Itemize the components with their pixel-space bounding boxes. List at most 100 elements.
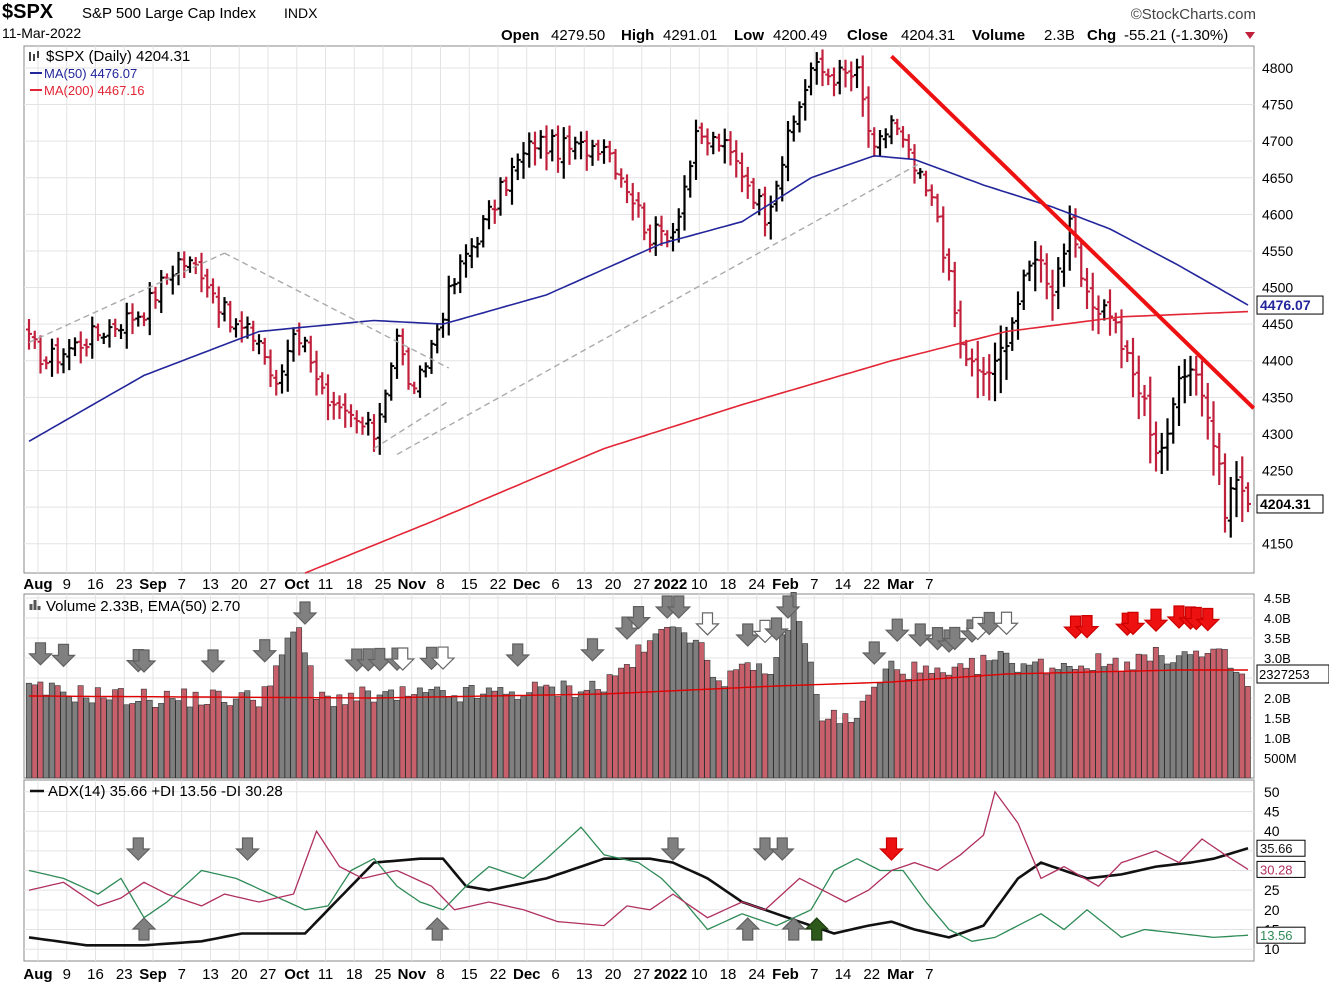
volume-bar: [405, 695, 412, 779]
volume-bar: [1112, 657, 1119, 779]
volume-bar: [549, 686, 556, 779]
gray-down-arrow-icon: [752, 837, 778, 861]
volume-bar: [89, 702, 96, 779]
x-tick-label: 10: [691, 576, 708, 593]
ohlc-bar: [905, 134, 912, 159]
ohlc-bar: [215, 286, 222, 328]
volume-legend-label: Volume 2.33B, EMA(50) 2.70: [46, 598, 240, 615]
ohlc-bar: [486, 200, 492, 230]
hollow-down-arrow-icon: [965, 616, 991, 641]
close-value: 4204.31: [901, 27, 955, 44]
volume-bar: [612, 675, 619, 779]
volume-bar: [807, 661, 814, 779]
volume-bar: [773, 657, 780, 779]
x-tick-label: 7: [178, 576, 186, 593]
ohlc-bar: [1193, 355, 1200, 396]
ohlc-bar: [808, 62, 814, 96]
gray-down-arrow-icon: [292, 601, 318, 625]
gray-down-arrow-icon: [764, 617, 789, 641]
x-tick-label: 15: [461, 966, 478, 983]
ohlc-bar: [1245, 482, 1251, 513]
ohlc-bar: [1141, 384, 1148, 417]
x-tick-label: 22: [490, 966, 507, 983]
ohlc-bar: [399, 328, 406, 366]
volume-bar: [497, 687, 504, 779]
volume-bar: [71, 701, 78, 779]
volume-bar: [681, 632, 688, 779]
ohlc-bar: [1043, 253, 1050, 300]
ohlc-bar: [543, 125, 550, 171]
volume-bar: [1072, 669, 1079, 779]
ohlc-bar: [227, 300, 234, 333]
ohlc-bar: [946, 248, 952, 281]
ohlc-bar: [284, 339, 291, 392]
ohlc-bar: [1084, 268, 1090, 310]
volume-bar: [100, 697, 107, 779]
volume-bar: [796, 621, 803, 779]
volume-bar: [1227, 667, 1234, 779]
ohlc-bar: [204, 268, 211, 298]
price-axis-label: 4800: [1262, 60, 1293, 76]
volume-bar: [554, 696, 561, 779]
volume-bar: [1066, 666, 1073, 779]
gray-down-arrow-icon: [580, 638, 605, 662]
volume-bar: [1164, 663, 1171, 779]
x-tick-label: Mar: [887, 966, 914, 983]
volume-bar: [485, 687, 492, 779]
volume-bar: [1135, 653, 1142, 779]
ohlc-bar: [43, 356, 50, 370]
adx-value-flag-box: [1256, 839, 1306, 857]
volume-bar: [945, 674, 952, 779]
volume-bar: [940, 672, 947, 779]
volume-bar: [181, 688, 188, 779]
price-axis-label: 4250: [1262, 463, 1293, 479]
volume-bar: [658, 628, 665, 779]
volume-bar: [1239, 673, 1246, 779]
volume-bar: [353, 700, 360, 779]
ohlc-bar: [629, 183, 636, 221]
volume-bar: [1037, 658, 1044, 779]
volume-label: Volume: [972, 27, 1025, 44]
volume-bar: [928, 672, 935, 779]
red-down-arrow-icon: [1143, 608, 1169, 633]
ohlc-bar: [54, 337, 61, 374]
ohlc-bar: [198, 252, 205, 293]
ohlc-bar: [802, 79, 809, 121]
x-tick-label: 16: [87, 966, 104, 983]
ohlc-bar: [520, 142, 527, 179]
ohlc-bar: [1095, 295, 1102, 335]
volume-bar: [1049, 667, 1056, 779]
adx-legend: ADX(14) 35.66 +DI 13.56 -DI 30.28: [30, 783, 283, 800]
volume-bar: [146, 699, 153, 779]
ohlc-bar: [279, 364, 285, 394]
hollow-down-arrow-icon: [695, 612, 720, 636]
ma50-legend-label: MA(50) 4476.07: [44, 66, 137, 81]
ohlc-bar: [1112, 312, 1119, 334]
x-tick-label: 13: [202, 576, 219, 593]
x-tick-label: 10: [691, 966, 708, 983]
volume-bar: [1124, 661, 1131, 779]
ohlc-bar: [578, 131, 584, 160]
ohlc-bar: [1061, 243, 1067, 287]
volume-bar: [1129, 669, 1136, 779]
price-axis-label: 4700: [1262, 133, 1293, 149]
volume-bar: [1083, 668, 1090, 779]
ohlc-bar: [1176, 365, 1182, 426]
ohlc-bar: [141, 312, 147, 327]
ohlc-bar: [773, 180, 780, 212]
volume-bar: [825, 718, 832, 779]
ohlc-bar: [894, 118, 901, 136]
x-tick-label: 7: [925, 576, 933, 593]
low-label: Low: [734, 27, 764, 44]
x-tick-label: 13: [576, 966, 593, 983]
volume-bar: [376, 694, 383, 779]
volume-bar: [917, 672, 924, 779]
x-tick-label: 7: [925, 966, 933, 983]
ohlc-bar: [463, 244, 469, 278]
volume-bar: [623, 664, 630, 779]
ohlc-bar: [405, 347, 412, 390]
volume-bar: [761, 673, 768, 779]
ohlc-bar: [969, 348, 975, 377]
ohlc-bar: [394, 328, 400, 379]
volume-bar: [618, 667, 625, 779]
